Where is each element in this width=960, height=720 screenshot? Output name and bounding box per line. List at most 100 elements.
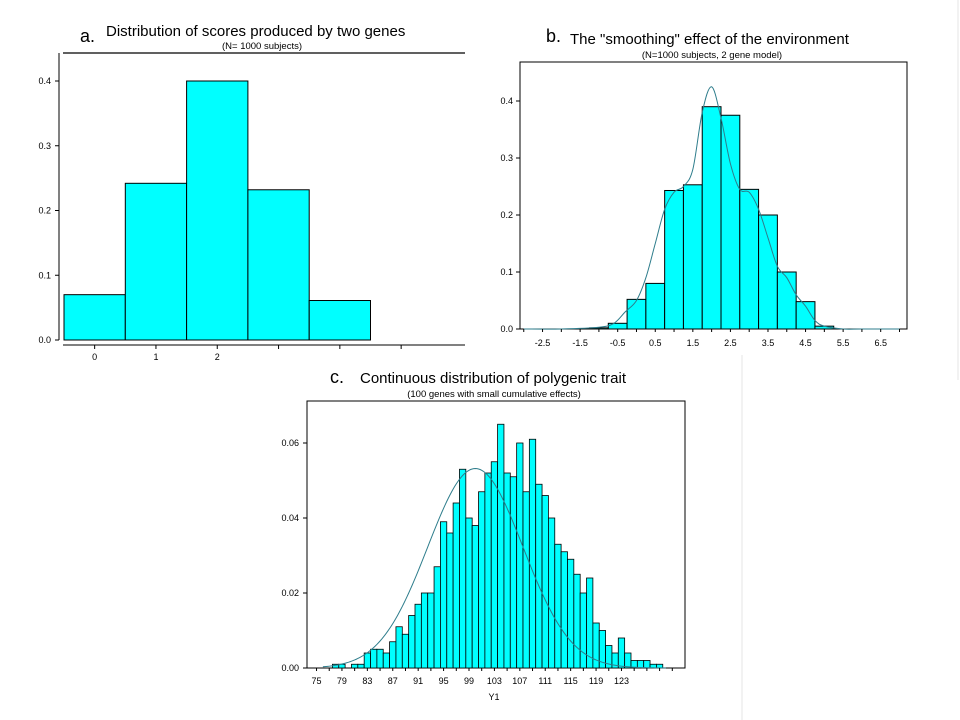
bar [382,652,390,669]
bar [351,663,359,669]
panel-label: b. [546,26,561,46]
x-tick-label: -2.5 [535,338,551,348]
bar [497,423,505,669]
bar [643,660,651,669]
x-tick-label: -1.5 [572,338,588,348]
axes-group: 0.00 0.02 0.04 0.06 75 79 83 87 91 95 99 103 107 111 1… [281,438,673,686]
y-tick-label: 0.0 [38,335,51,345]
x-axis-title: Y1 [488,692,499,702]
bar [452,502,460,669]
bar [617,637,626,669]
bar [701,106,722,330]
x-tick-label: 2 [215,352,220,362]
bar [739,188,760,330]
bar [522,491,530,669]
bar [414,603,422,669]
panel-label: a. [80,26,95,46]
x-tick-label: 99 [464,676,474,686]
y-tick-label: 0.0 [500,324,513,334]
bar [370,648,378,669]
bar [560,551,568,669]
bar [465,517,473,669]
bar [645,282,666,330]
x-tick-label: 0.5 [649,338,662,348]
bar [567,558,575,669]
bar [607,322,628,330]
smoothing-curve [523,86,900,330]
bar [682,184,703,330]
bar [548,517,556,669]
y-tick-label: 0.1 [500,267,513,277]
x-tick-label: 103 [487,676,502,686]
y-tick-label: 0.06 [281,438,299,448]
panel-label: c. [330,367,344,387]
x-tick-label: 5.5 [837,338,850,348]
bar [357,663,365,669]
bar [427,592,435,669]
chart-title: Distribution of scores produced by two g… [106,23,405,40]
bar [624,652,632,669]
x-tick-label: 107 [512,676,527,686]
x-tick-label: 119 [589,676,603,686]
bar [516,442,524,669]
bar [471,525,479,669]
bar [186,80,249,341]
bar [247,189,310,341]
x-tick-label: 0 [92,352,97,362]
chart-title: Continuous distribution of polygenic tra… [360,370,627,387]
chart-subtitle: (100 genes with small cumulative effects… [407,389,581,400]
x-tick-label: -0.5 [610,338,626,348]
chart-subtitle: (N=1000 subjects, 2 gene model) [642,50,782,61]
bar [626,298,647,330]
y-tick-label: 0.3 [500,153,513,163]
bars-group [332,423,664,669]
x-tick-label: 79 [337,676,347,686]
y-tick-label: 0.4 [500,96,513,106]
y-tick-label: 0.4 [38,76,51,86]
bar [776,271,797,330]
chart-panel-c: c. Continuous distribution of polygenic … [281,367,686,702]
x-tick-label: 75 [312,676,322,686]
curve-group [523,86,900,330]
x-tick-label: 3.5 [762,338,775,348]
bar [535,483,543,669]
x-tick-label: 6.5 [874,338,887,348]
bar [308,300,372,341]
x-tick-label: 2.5 [724,338,737,348]
chart-subtitle: (N= 1000 subjects) [222,41,302,52]
bar [541,495,549,669]
chart-title: The "smoothing" effect of the environmen… [570,31,850,48]
bar [408,615,416,669]
x-tick-label: 1.5 [687,338,700,348]
x-tick-label: 91 [413,676,423,686]
axes-group: 0.0 0.1 0.2 0.3 0.4 0 1 2 [38,53,465,362]
bar [758,214,778,330]
x-tick-label: 1 [153,352,158,362]
y-tick-label: 0.02 [281,588,299,598]
bar [573,573,581,669]
bar [363,652,371,669]
x-tick-label: 4.5 [799,338,812,348]
bar [376,648,384,669]
bar [446,532,454,669]
y-tick-label: 0.2 [500,210,513,220]
bar [389,641,397,669]
y-tick-label: 0.04 [281,513,299,523]
bar [579,592,587,669]
bar [63,294,126,341]
chart-panel-b: b. The "smoothing" effect of the environ… [500,26,908,348]
bar [395,626,403,669]
x-tick-label: 83 [362,676,372,686]
axes-group: 0.0 0.1 0.2 0.3 0.4 -2.5 -1.5 -0.5 0.5 1.5 2.5 3.5 4… [500,96,900,348]
y-tick-label: 0.1 [38,270,51,280]
bar [554,543,562,669]
bar [636,660,645,669]
bar [720,114,741,330]
bar [528,438,537,669]
x-tick-label: 123 [614,676,629,686]
bar [420,592,429,669]
bar [484,472,492,669]
bar [401,633,410,669]
x-tick-label: 95 [439,676,449,686]
